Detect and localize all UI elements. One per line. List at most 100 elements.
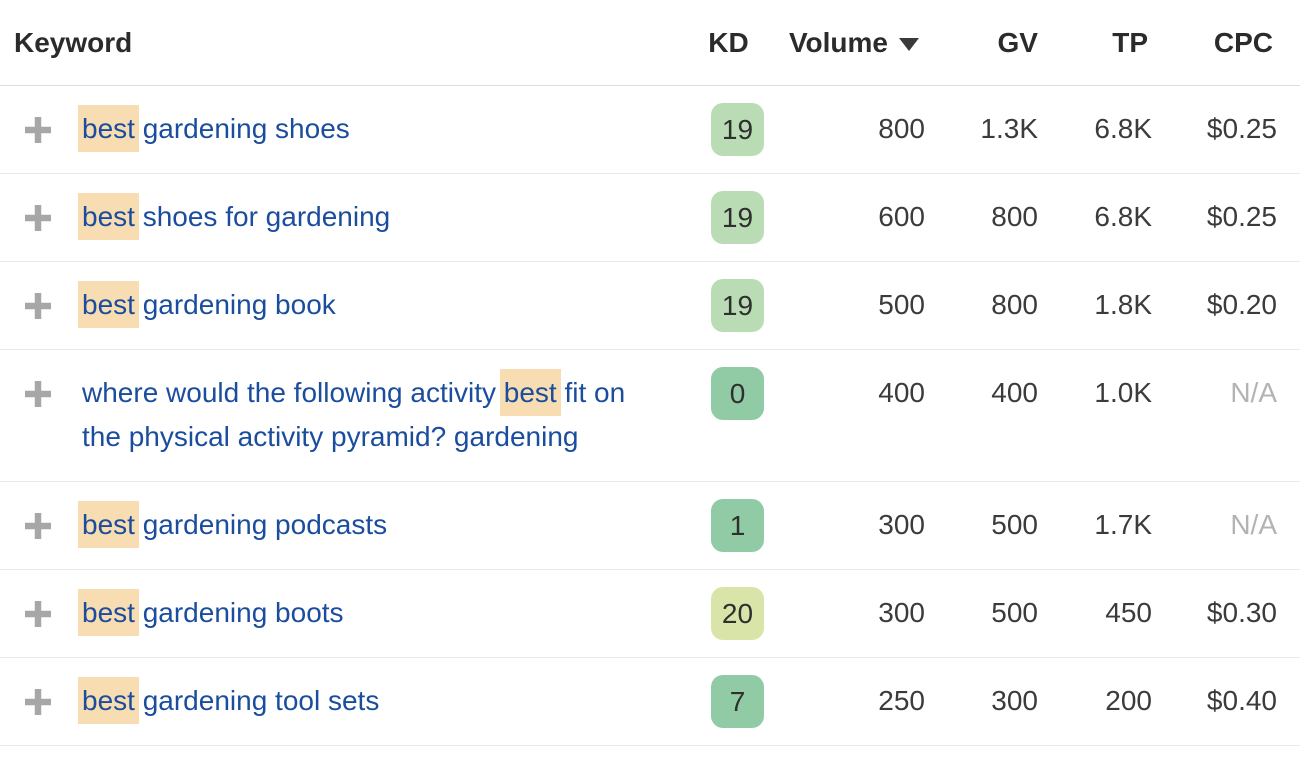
plus-icon: [25, 689, 51, 715]
add-keyword-button[interactable]: [22, 598, 54, 630]
volume-value-cell: 300: [790, 499, 925, 547]
keyword-link[interactable]: best gardening book: [78, 281, 336, 328]
cpc-value: $0.40: [1206, 685, 1277, 716]
volume-value-cell: 300: [790, 587, 925, 635]
volume-value: 500: [878, 289, 925, 320]
volume-value: 600: [878, 201, 925, 232]
gv-value: 400: [991, 377, 1038, 408]
keyword-highlight: best: [78, 501, 139, 548]
column-header-keyword[interactable]: Keyword: [0, 27, 685, 59]
tp-value-cell: 1.7K: [1038, 499, 1152, 547]
volume-value: 400: [878, 377, 925, 408]
kd-cell: 0: [685, 367, 790, 420]
plus-icon: [25, 513, 51, 539]
column-header-gv-label: GV: [997, 26, 1038, 58]
keyword-link[interactable]: best shoes for gardening: [78, 193, 390, 240]
add-keyword-cell: [0, 675, 54, 723]
column-header-cpc-label: CPC: [1213, 26, 1273, 58]
tp-value-cell: 6.8K: [1038, 103, 1152, 151]
keyword-text: where would the following activity: [82, 377, 504, 408]
column-header-tp-label: TP: [1112, 26, 1148, 58]
cpc-value-cell: $0.30: [1152, 587, 1277, 635]
keyword-link[interactable]: best gardening tool sets: [78, 677, 380, 724]
tp-value: 6.8K: [1094, 113, 1152, 144]
keyword-link[interactable]: where would the following activity best …: [82, 369, 630, 459]
keyword-highlight: best: [78, 193, 139, 240]
gv-value: 500: [991, 597, 1038, 628]
cpc-value: N/A: [1230, 509, 1277, 540]
kd-cell: 1: [685, 499, 790, 552]
volume-value-cell: 800: [790, 103, 925, 151]
kd-cell: 19: [685, 103, 790, 156]
kd-cell: 7: [685, 675, 790, 728]
keyword-cell: best gardening book: [54, 279, 685, 349]
column-header-volume[interactable]: Volume: [789, 27, 925, 59]
keyword-cell: best gardening podcasts: [54, 499, 685, 569]
gv-value: 800: [991, 201, 1038, 232]
kd-cell: 20: [685, 587, 790, 640]
volume-value: 800: [878, 113, 925, 144]
kd-badge: 7: [711, 675, 764, 728]
tp-value: 200: [1105, 685, 1152, 716]
column-header-kd[interactable]: KD: [685, 27, 790, 59]
cpc-value: $0.30: [1206, 597, 1277, 628]
tp-value-cell: 450: [1038, 587, 1152, 635]
tp-value-cell: 1.0K: [1038, 367, 1152, 415]
keyword-cell: best gardening shoes: [54, 103, 685, 173]
keyword-highlight: best: [78, 281, 139, 328]
add-keyword-button[interactable]: [22, 290, 54, 322]
add-keyword-button[interactable]: [22, 378, 54, 410]
tp-value-cell: 6.8K: [1038, 191, 1152, 239]
keyword-cell: best gardening boots: [54, 587, 685, 657]
keyword-link[interactable]: best gardening boots: [78, 589, 344, 636]
cpc-value-cell: $0.40: [1152, 675, 1277, 723]
add-keyword-cell: [0, 499, 54, 547]
add-keyword-button[interactable]: [22, 114, 54, 146]
gv-value-cell: 400: [925, 367, 1038, 415]
gv-value-cell: 300: [925, 675, 1038, 723]
tp-value-cell: 200: [1038, 675, 1152, 723]
add-keyword-cell: [0, 279, 54, 327]
gv-value: 800: [991, 289, 1038, 320]
kd-cell: 19: [685, 191, 790, 244]
tp-value: 1.0K: [1094, 377, 1152, 408]
volume-value: 300: [878, 597, 925, 628]
plus-icon: [25, 205, 51, 231]
add-keyword-button[interactable]: [22, 686, 54, 718]
keyword-link[interactable]: best gardening podcasts: [78, 501, 387, 548]
cpc-value-cell: N/A: [1152, 499, 1277, 547]
sort-desc-icon: [899, 38, 919, 51]
table-header: Keyword KD Volume GV TP CPC: [0, 0, 1300, 86]
keyword-highlight: best: [78, 677, 139, 724]
column-header-keyword-label: Keyword: [14, 26, 133, 58]
table-row: best shoes for gardening 19 600 800 6.8K $0.2…: [0, 174, 1300, 262]
gv-value-cell: 500: [925, 587, 1038, 635]
volume-value-cell: 400: [790, 367, 925, 415]
add-keyword-button[interactable]: [22, 510, 54, 542]
volume-value-cell: 250: [790, 675, 925, 723]
gv-value: 300: [991, 685, 1038, 716]
column-header-tp[interactable]: TP: [1038, 27, 1152, 59]
keyword-text: gardening tool sets: [134, 685, 380, 716]
add-keyword-button[interactable]: [22, 202, 54, 234]
cpc-value: $0.25: [1206, 201, 1277, 232]
kd-badge: 19: [711, 191, 764, 244]
add-keyword-cell: [0, 587, 54, 635]
tp-value-cell: 1.8K: [1038, 279, 1152, 327]
volume-value-cell: 500: [790, 279, 925, 327]
keyword-highlight: best: [78, 589, 139, 636]
keyword-text: gardening shoes: [134, 113, 350, 144]
gv-value-cell: 800: [925, 279, 1038, 327]
column-header-cpc[interactable]: CPC: [1152, 27, 1277, 59]
cpc-value-cell: $0.20: [1152, 279, 1277, 327]
column-header-gv[interactable]: GV: [925, 27, 1038, 59]
keyword-link[interactable]: best gardening shoes: [78, 105, 350, 152]
keyword-cell: best gardening tool sets: [54, 675, 685, 745]
kd-badge: 20: [711, 587, 764, 640]
plus-icon: [25, 117, 51, 143]
table-row: where would the following activity best …: [0, 350, 1300, 482]
keyword-highlight: best: [78, 105, 139, 152]
add-keyword-cell: [0, 367, 54, 415]
add-keyword-cell: [0, 103, 54, 151]
kd-cell: 19: [685, 279, 790, 332]
